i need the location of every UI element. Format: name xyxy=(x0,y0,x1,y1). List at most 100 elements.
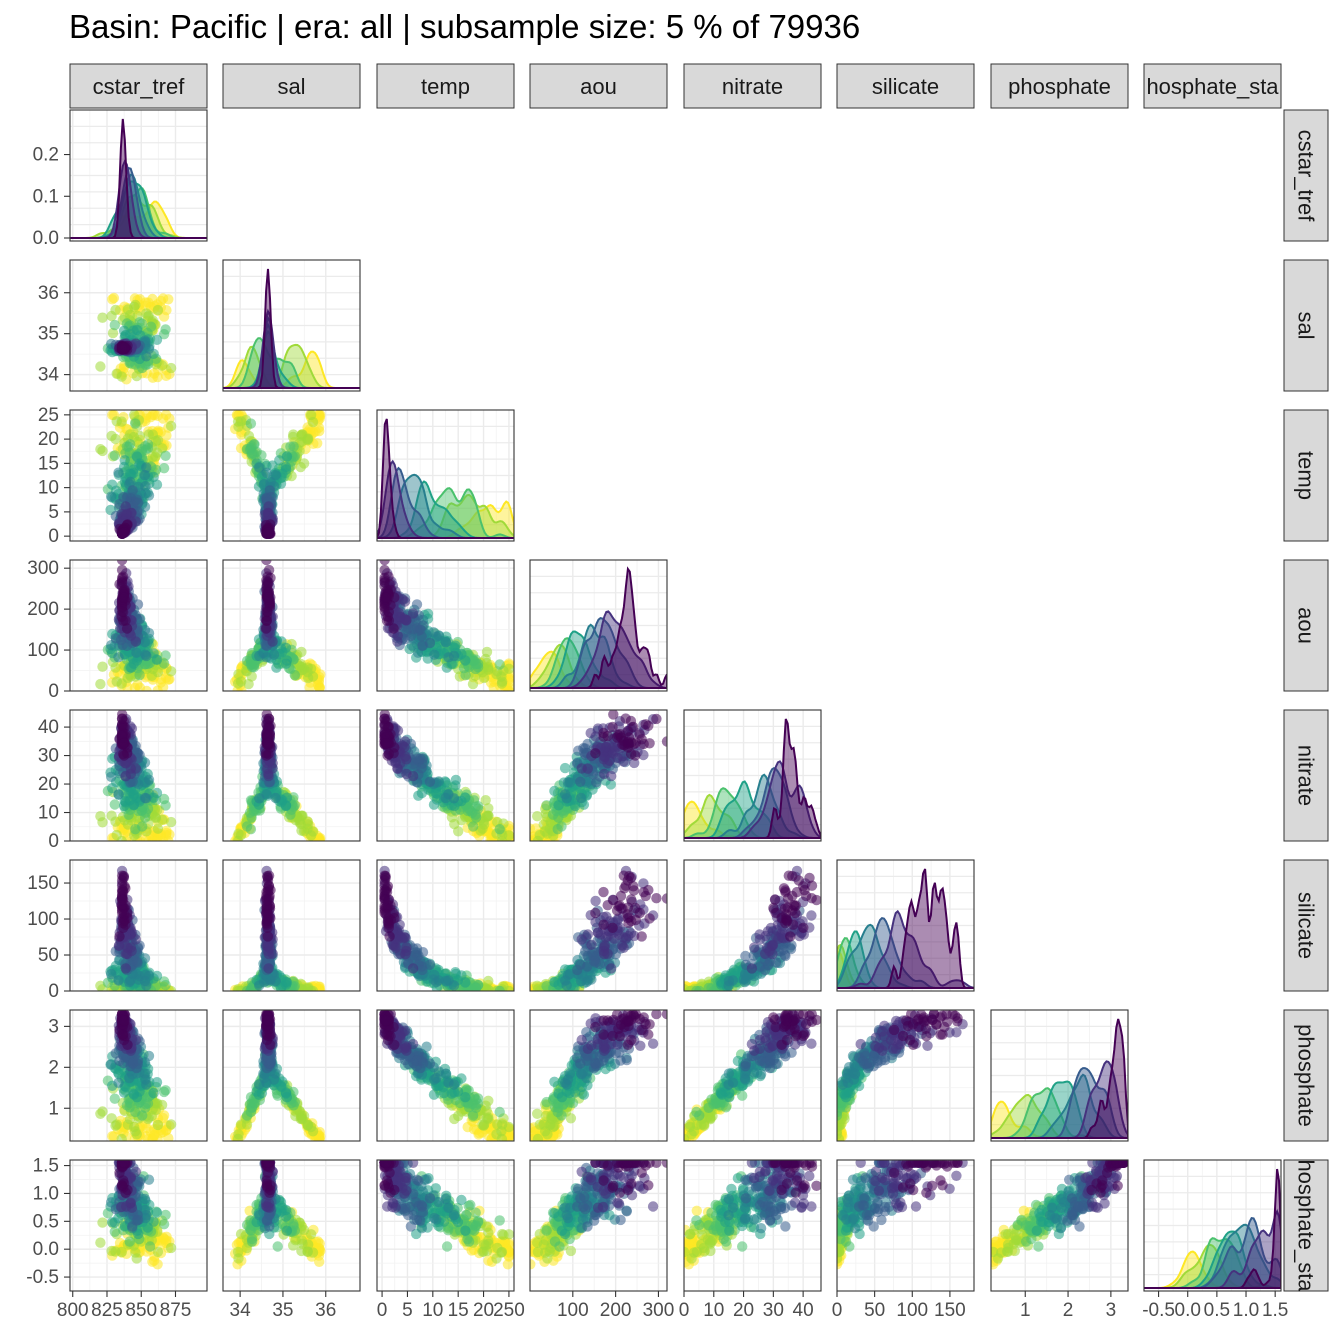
point xyxy=(254,462,265,473)
panel-sal-vs-sal xyxy=(222,259,361,392)
top-strip-label: sal xyxy=(277,74,305,99)
top-strip-7: hosphate_sta xyxy=(1143,63,1282,109)
point xyxy=(494,659,505,670)
point xyxy=(123,441,134,452)
point xyxy=(450,774,462,786)
point xyxy=(265,572,276,584)
point xyxy=(124,976,135,988)
point xyxy=(118,491,129,503)
point xyxy=(130,516,141,527)
point xyxy=(494,824,505,835)
point xyxy=(246,812,257,823)
point xyxy=(233,828,244,839)
point xyxy=(383,748,395,760)
point xyxy=(116,560,128,566)
point xyxy=(120,501,131,512)
point xyxy=(152,804,163,816)
top-strip-box xyxy=(69,63,208,109)
point xyxy=(270,470,281,481)
point xyxy=(380,592,392,603)
point xyxy=(165,666,177,677)
point xyxy=(285,809,296,820)
point xyxy=(131,451,143,462)
point xyxy=(107,294,118,305)
point xyxy=(606,770,617,782)
point xyxy=(294,661,305,672)
panel-border xyxy=(69,559,208,692)
panel-temp-vs-temp xyxy=(376,409,515,542)
point xyxy=(622,738,633,749)
point xyxy=(152,304,164,316)
point xyxy=(552,824,563,835)
top-strip-box xyxy=(376,63,515,109)
point xyxy=(561,793,572,804)
point xyxy=(158,311,170,322)
top-strip-box xyxy=(529,63,668,109)
point xyxy=(113,467,124,478)
panel-border xyxy=(376,709,515,842)
panel-nitrate-vs-temp xyxy=(376,709,515,842)
chart-title: Basin: Pacific | era: all | subsample si… xyxy=(69,8,861,45)
point xyxy=(287,431,299,443)
point xyxy=(267,636,278,647)
top-strip-2: temp xyxy=(376,63,515,109)
point xyxy=(613,730,624,741)
panel-grid xyxy=(223,860,360,991)
point xyxy=(122,819,134,830)
panel-aou-vs-cstar_tref xyxy=(69,559,208,692)
right-strip-label: nitrate xyxy=(1294,745,1319,806)
point xyxy=(145,321,157,332)
point xyxy=(254,793,265,804)
point xyxy=(163,835,174,841)
point xyxy=(576,763,587,774)
point xyxy=(626,748,637,760)
point xyxy=(116,835,127,841)
panel-border xyxy=(69,259,208,392)
point xyxy=(119,527,130,538)
density-0 xyxy=(377,418,514,539)
point xyxy=(124,468,136,479)
top-strip-box xyxy=(1143,63,1282,109)
point xyxy=(117,606,128,617)
point xyxy=(254,650,265,662)
point xyxy=(295,461,306,473)
top-strip-1: sal xyxy=(222,63,361,109)
point xyxy=(628,721,639,733)
point xyxy=(119,584,130,595)
point xyxy=(661,736,667,747)
point xyxy=(449,818,460,830)
panel-background xyxy=(223,860,360,991)
point xyxy=(143,627,155,639)
point xyxy=(379,560,390,566)
point xyxy=(142,311,154,322)
point xyxy=(139,636,151,648)
panel-temp-vs-cstar_tref xyxy=(69,409,208,542)
point xyxy=(408,623,419,635)
point xyxy=(141,793,152,804)
point xyxy=(233,421,244,432)
point xyxy=(158,463,170,474)
point xyxy=(431,631,442,642)
point xyxy=(165,420,177,432)
point xyxy=(163,674,174,685)
point xyxy=(129,682,141,691)
point xyxy=(303,672,314,684)
point xyxy=(97,661,108,672)
point xyxy=(116,371,127,382)
density-0 xyxy=(530,566,667,689)
point xyxy=(585,727,596,739)
point xyxy=(246,671,257,682)
point xyxy=(158,329,170,340)
point xyxy=(141,351,152,362)
point xyxy=(562,777,574,788)
top-strip-label: cstar_tref xyxy=(93,74,186,99)
point xyxy=(130,418,141,429)
point xyxy=(407,770,419,782)
panel-sal-vs-cstar_tref xyxy=(69,259,208,392)
point xyxy=(140,649,151,660)
point xyxy=(429,649,440,660)
point xyxy=(106,491,117,502)
point xyxy=(165,816,177,828)
point xyxy=(163,294,174,305)
